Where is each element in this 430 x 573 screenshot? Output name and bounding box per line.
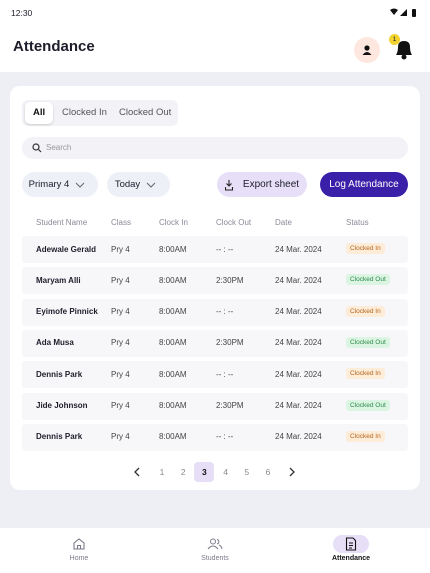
page-number[interactable]: 1	[159, 467, 165, 477]
nav-label[interactable]: Attendance	[331, 555, 371, 562]
status-badge: Clocked Out	[346, 399, 390, 411]
cell: 24 Mar. 2024	[275, 401, 322, 410]
search-placeholder: Search	[46, 143, 72, 152]
next-page[interactable]	[286, 466, 298, 478]
cell: Pry 4	[111, 401, 130, 410]
status-icons	[390, 8, 416, 17]
nav-label[interactable]: Home	[69, 555, 89, 562]
cell: 2:30PM	[216, 338, 244, 348]
tab[interactable]: Clocked In	[62, 107, 107, 118]
cell: -- : --	[216, 307, 234, 317]
student-name: Maryam Alli	[36, 275, 81, 285]
date-filter[interactable]: Today	[107, 172, 170, 197]
cell: 24 Mar. 2024	[275, 244, 322, 254]
row-bg	[22, 361, 408, 389]
export-label: Export sheet	[242, 179, 300, 190]
cell: 8:00AM	[159, 244, 187, 254]
row-bg	[22, 329, 408, 357]
status-badge: Clocked In	[346, 305, 385, 317]
prev-page[interactable]	[131, 466, 143, 478]
cell: 24 Mar. 2024	[275, 369, 322, 379]
class-filter[interactable]: Primary 4	[22, 172, 98, 197]
export-button[interactable]: Export sheet	[217, 172, 307, 197]
status-badge: Clocked Out	[346, 336, 390, 348]
status-badge: Clocked In	[346, 243, 385, 254]
column-header: Clock Out	[216, 218, 252, 227]
home-icon[interactable]	[72, 537, 86, 551]
page-number[interactable]: 6	[265, 467, 271, 477]
page-number[interactable]: 3	[194, 462, 215, 482]
student-name: Jide Johnson	[36, 401, 88, 410]
date-filter-label: Today	[114, 179, 141, 190]
avatar[interactable]	[354, 37, 380, 63]
student-name: Ada Musa	[36, 338, 74, 348]
nav-label[interactable]: Students	[201, 555, 229, 562]
student-name: Dennis Park	[36, 369, 83, 379]
row-bg	[22, 298, 408, 326]
row-bg	[22, 423, 408, 451]
log-label: Log Attendance	[329, 179, 399, 190]
cell: Pry 4	[111, 275, 130, 285]
column-header: Date	[275, 218, 292, 227]
status-time: 12:30	[11, 8, 33, 18]
column-header: Status	[346, 218, 369, 227]
attendance-icon[interactable]	[344, 537, 358, 551]
cell: Pry 4	[111, 244, 130, 254]
cell: 24 Mar. 2024	[275, 338, 322, 348]
cell: 8:00AM	[159, 401, 187, 410]
students-icon[interactable]	[207, 537, 223, 551]
cell: 24 Mar. 2024	[275, 275, 322, 285]
student-name: Dennis Park	[36, 432, 83, 442]
cell: 8:00AM	[159, 369, 187, 379]
status-badge: Clocked In	[346, 430, 385, 442]
cell: 2:30PM	[216, 401, 244, 410]
student-name: Eyimofe Pinnick	[36, 307, 98, 317]
row-bg	[22, 267, 408, 295]
cell: Pry 4	[111, 338, 130, 348]
cell: Pry 4	[111, 369, 130, 379]
cell: 8:00AM	[159, 338, 187, 348]
student-name: Adewale Gerald	[36, 244, 97, 254]
log-button[interactable]: Log Attendance	[320, 172, 408, 197]
cell: 8:00AM	[159, 307, 187, 317]
nav-active-bg	[333, 535, 369, 553]
cell: 24 Mar. 2024	[275, 432, 322, 442]
status-badge: Clocked Out	[346, 274, 390, 286]
cell: 2:30PM	[216, 275, 244, 285]
cell: -- : --	[216, 244, 234, 254]
row-bg	[22, 236, 408, 263]
page-number[interactable]: 4	[223, 467, 228, 477]
cell: 24 Mar. 2024	[275, 307, 322, 317]
cell: -- : --	[216, 369, 234, 379]
page-number[interactable]: 2	[180, 467, 186, 477]
cell: 8:00AM	[159, 275, 187, 285]
status-badge: Clocked In	[346, 368, 385, 380]
tab[interactable]: All	[33, 107, 46, 118]
cell: -- : --	[216, 432, 234, 442]
search-bar[interactable]: Search	[22, 137, 408, 159]
column-header: Class	[111, 218, 132, 227]
notification-badge: 1	[389, 34, 400, 45]
column-header: Clock In	[159, 218, 188, 227]
tab[interactable]: Clocked Out	[119, 107, 172, 118]
page-number[interactable]: 5	[244, 467, 250, 477]
bell[interactable]	[392, 36, 416, 62]
row-bg	[22, 392, 408, 420]
page-title: Attendance	[13, 38, 95, 55]
class-filter-label: Primary 4	[28, 179, 70, 190]
cell: Pry 4	[111, 432, 130, 442]
cell: 8:00AM	[159, 432, 187, 442]
cell: Pry 4	[111, 307, 130, 317]
column-header: Student Name	[36, 218, 88, 227]
tab-active-bg	[25, 102, 53, 124]
